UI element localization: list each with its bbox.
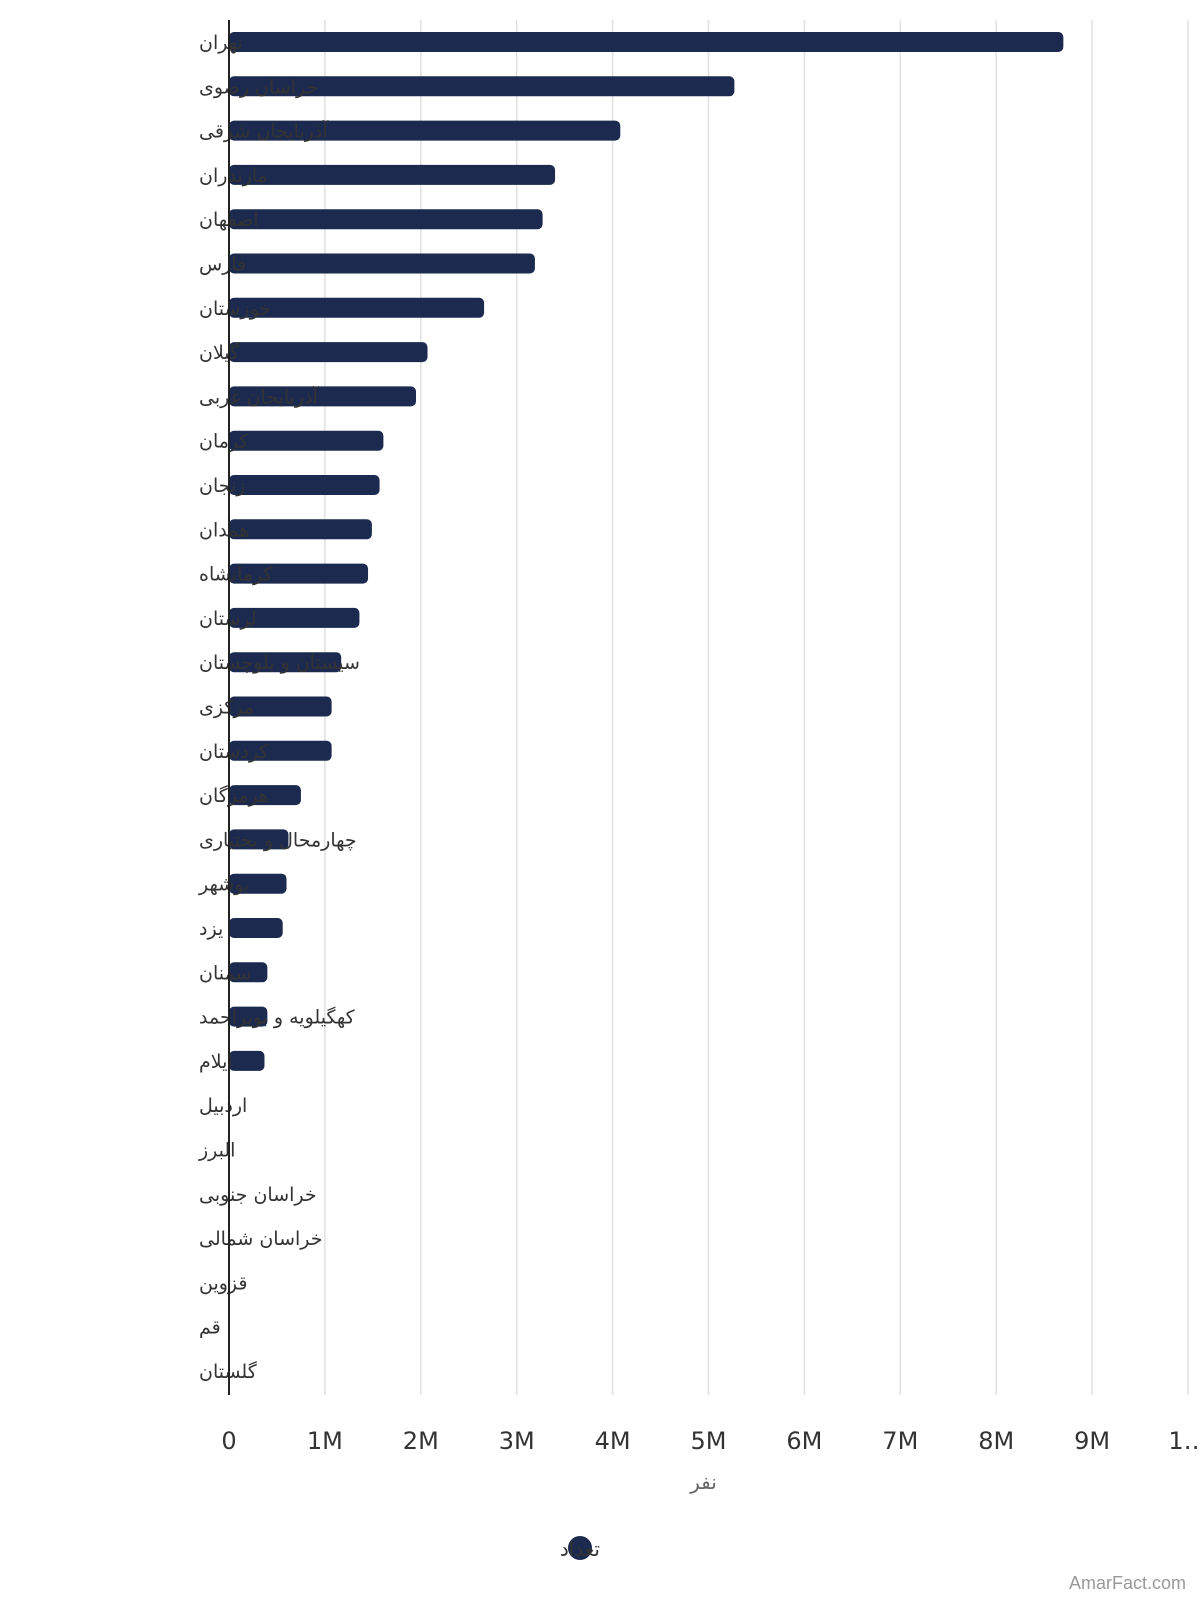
bar[interactable]	[229, 829, 289, 850]
x-tick-label: 8M	[978, 1427, 1014, 1455]
category-label: بوشهر	[198, 874, 249, 896]
category-label: فارس	[199, 254, 246, 276]
bar[interactable]	[229, 696, 332, 717]
category-label: یزد	[199, 918, 223, 940]
category-label: کردستان	[199, 741, 269, 763]
credit-text[interactable]: AmarFact.com	[1068, 1573, 1186, 1593]
category-label: چهارمحال و بختیاری	[199, 829, 357, 851]
x-tick-label: 1M	[307, 1427, 343, 1455]
category-label: لرستان	[199, 608, 257, 630]
bar[interactable]	[229, 918, 283, 938]
category-label: زنجان	[199, 475, 245, 497]
legend[interactable]: تعداد	[560, 1536, 600, 1561]
bar[interactable]	[229, 607, 360, 628]
category-label: البرز	[198, 1140, 235, 1162]
category-label: آذربایجان غربی	[199, 384, 319, 408]
bar[interactable]	[229, 873, 287, 894]
bar[interactable]	[229, 962, 268, 983]
category-label: خراسان رضوی	[199, 76, 318, 98]
bar[interactable]	[229, 475, 380, 495]
category-label: کرمان	[199, 431, 249, 453]
bar[interactable]	[229, 120, 621, 141]
bar[interactable]	[229, 253, 535, 274]
bar[interactable]	[229, 386, 417, 407]
category-label: خراسان شمالی	[199, 1228, 323, 1250]
x-tick-label: 4M	[595, 1427, 631, 1455]
category-label: خوزستان	[199, 298, 271, 320]
x-tick-label: 2M	[403, 1427, 439, 1455]
bar[interactable]	[229, 164, 556, 185]
category-label: سیستان و بلوچستان	[199, 652, 360, 674]
category-label: قم	[199, 1317, 221, 1339]
x-tick-label: 1…	[1168, 1427, 1200, 1455]
category-label: قزوین	[199, 1272, 248, 1294]
category-label: اردبیل	[199, 1095, 247, 1117]
bar[interactable]	[229, 209, 543, 230]
legend-label: تعداد	[560, 1537, 600, 1561]
bar[interactable]	[229, 32, 1064, 52]
bars	[229, 32, 1064, 1071]
category-label: خراسان جنوبی	[199, 1184, 317, 1206]
bar[interactable]	[229, 1050, 265, 1071]
category-label: همدان	[199, 519, 249, 541]
x-tick-labels: 0 1M 2M 3M 4M 5M 6M 7M 8M 9M 1…	[221, 1427, 1200, 1455]
bar[interactable]	[229, 342, 428, 363]
bar[interactable]	[229, 76, 735, 97]
category-label: سمنان	[199, 962, 251, 984]
category-label: هرمزگان	[199, 784, 269, 807]
x-tick-label: 3M	[499, 1427, 535, 1455]
legend-marker	[568, 1536, 592, 1560]
grid-lines	[324, 20, 1189, 1395]
category-label: مازندران	[199, 165, 268, 187]
x-tick-label: 0	[221, 1427, 236, 1455]
bar[interactable]	[229, 430, 384, 451]
bar[interactable]	[229, 563, 369, 584]
bar[interactable]	[229, 519, 372, 540]
x-tick-label: 9M	[1074, 1427, 1110, 1455]
bar[interactable]	[229, 740, 332, 761]
category-label: گیلان	[199, 341, 240, 364]
bar[interactable]	[229, 652, 342, 673]
category-label: ایلام	[199, 1051, 233, 1073]
bar[interactable]	[229, 297, 485, 318]
bar[interactable]	[229, 1006, 268, 1027]
x-tick-label: 7M	[882, 1427, 918, 1455]
category-label: مرکزی	[199, 697, 254, 719]
bar[interactable]	[229, 785, 301, 806]
x-tick-label: 6M	[786, 1427, 822, 1455]
category-label: تهران	[199, 32, 243, 54]
x-axis-title: نفر	[689, 1470, 717, 1494]
category-label: کهگیلویه و بویراحمد	[199, 1006, 356, 1029]
x-tick-label: 5M	[691, 1427, 727, 1455]
category-label: کرمانشاه	[199, 564, 273, 586]
category-label: آذربایجان شرقی	[199, 119, 328, 143]
